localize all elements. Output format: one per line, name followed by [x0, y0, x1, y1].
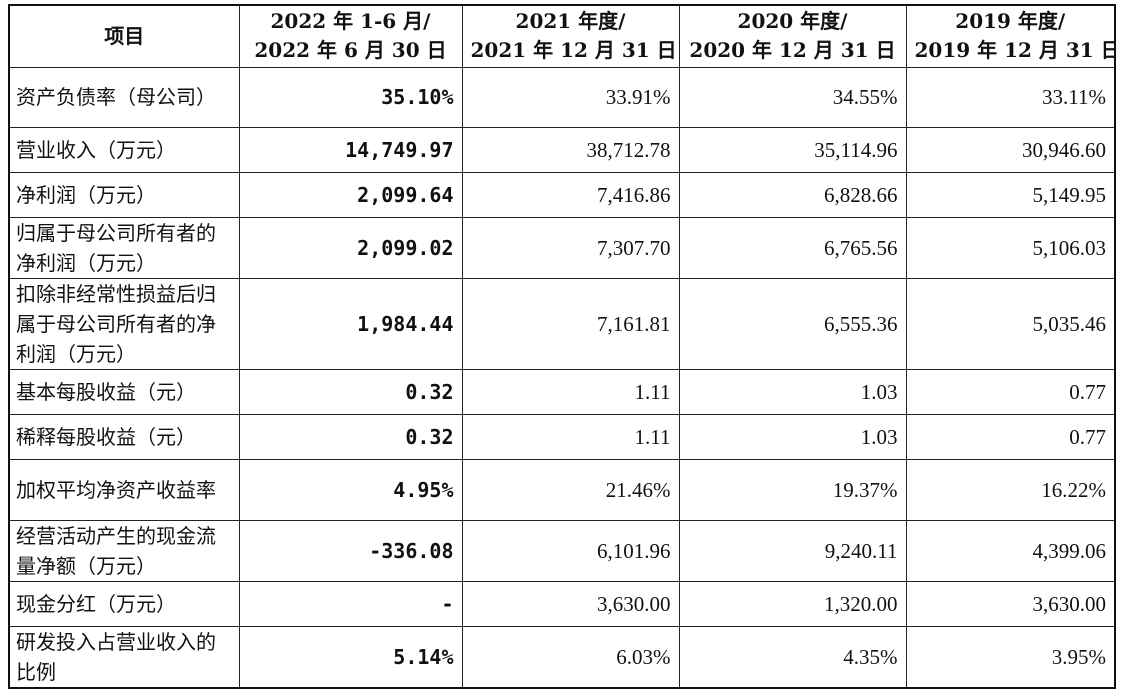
table-row: 资产负债率（母公司） 35.10% 33.91% 34.55% 33.11%	[8, 66, 1116, 128]
cell-2020: 35,114.96	[678, 126, 907, 173]
cell-2022-h1: -	[238, 580, 463, 627]
cell-2020: 34.55%	[678, 66, 907, 128]
cell-2019: 33.11%	[905, 66, 1116, 128]
table-row: 研发投入占营业收入的比例 5.14% 6.03% 4.35% 3.95%	[8, 625, 1116, 688]
cell-2022-h1: 0.32	[238, 368, 463, 415]
cell-2020: 9,240.11	[678, 519, 907, 582]
cell-2019: 30,946.60	[905, 126, 1116, 173]
cell-2019: 5,106.03	[905, 216, 1116, 279]
table-row: 净利润（万元） 2,099.64 7,416.86 6,828.66 5,149…	[8, 171, 1116, 218]
header-row: 项目 2022 年 1-6 月/ 2022 年 6 月 30 日 2021 年度…	[8, 4, 1116, 68]
cell-2020: 1,320.00	[678, 580, 907, 627]
cell-2021: 3,630.00	[461, 580, 680, 627]
cell-2019: 4,399.06	[905, 519, 1116, 582]
header-2020-line1: 2020 年度/	[737, 9, 848, 34]
cell-2022-h1: 0.32	[238, 413, 463, 460]
header-2019: 2019 年度/ 2019 年 12 月 31 日	[905, 4, 1116, 68]
row-label: 现金分红（万元）	[8, 580, 240, 627]
table-row: 现金分红（万元） - 3,630.00 1,320.00 3,630.00	[8, 580, 1116, 627]
table-row: 经营活动产生的现金流量净额（万元） -336.08 6,101.96 9,240…	[8, 519, 1116, 582]
cell-2019: 5,035.46	[905, 277, 1116, 370]
header-2021: 2021 年度/ 2021 年 12 月 31 日	[461, 4, 680, 68]
cell-2022-h1: 4.95%	[238, 458, 463, 521]
cell-2022-h1: 5.14%	[238, 625, 463, 688]
table-row: 营业收入（万元） 14,749.97 38,712.78 35,114.96 3…	[8, 126, 1116, 173]
header-2019-line2: 2019 年 12 月 31 日	[914, 38, 1115, 63]
table-row: 稀释每股收益（元） 0.32 1.11 1.03 0.77	[8, 413, 1116, 460]
header-2022-h1-line2: 2022 年 6 月 30 日	[254, 38, 447, 63]
row-label: 资产负债率（母公司）	[8, 66, 240, 128]
header-2022-h1-line1: 2022 年 1-6 月/	[270, 9, 431, 34]
row-label: 扣除非经常性损益后归属于母公司所有者的净利润（万元）	[8, 277, 240, 370]
cell-2019: 0.77	[905, 368, 1116, 415]
cell-2020: 4.35%	[678, 625, 907, 688]
header-2022-h1: 2022 年 1-6 月/ 2022 年 6 月 30 日	[238, 4, 463, 68]
cell-2021: 7,307.70	[461, 216, 680, 279]
row-label: 研发投入占营业收入的比例	[8, 625, 240, 688]
header-2019-line1: 2019 年度/	[955, 9, 1066, 34]
row-label: 归属于母公司所有者的净利润（万元）	[8, 216, 240, 279]
row-label: 稀释每股收益（元）	[8, 413, 240, 460]
cell-2020: 1.03	[678, 413, 907, 460]
cell-2021: 7,416.86	[461, 171, 680, 218]
header-2020: 2020 年度/ 2020 年 12 月 31 日	[678, 4, 907, 68]
table-row: 归属于母公司所有者的净利润（万元） 2,099.02 7,307.70 6,76…	[8, 216, 1116, 279]
row-label: 基本每股收益（元）	[8, 368, 240, 415]
cell-2021: 33.91%	[461, 66, 680, 128]
cell-2022-h1: 2,099.02	[238, 216, 463, 279]
cell-2022-h1: 14,749.97	[238, 126, 463, 173]
row-label: 净利润（万元）	[8, 171, 240, 218]
cell-2021: 1.11	[461, 368, 680, 415]
row-label: 营业收入（万元）	[8, 126, 240, 173]
financial-table-container: 项目 2022 年 1-6 月/ 2022 年 6 月 30 日 2021 年度…	[8, 4, 1116, 689]
table-row: 加权平均净资产收益率 4.95% 21.46% 19.37% 16.22%	[8, 458, 1116, 521]
cell-2022-h1: 1,984.44	[238, 277, 463, 370]
row-label: 经营活动产生的现金流量净额（万元）	[8, 519, 240, 582]
cell-2020: 6,765.56	[678, 216, 907, 279]
cell-2019: 5,149.95	[905, 171, 1116, 218]
cell-2020: 19.37%	[678, 458, 907, 521]
header-item-label: 项目	[104, 23, 145, 48]
cell-2021: 6,101.96	[461, 519, 680, 582]
cell-2020: 1.03	[678, 368, 907, 415]
cell-2021: 6.03%	[461, 625, 680, 688]
header-2021-line1: 2021 年度/	[515, 9, 626, 34]
cell-2019: 3,630.00	[905, 580, 1116, 627]
header-2021-line2: 2021 年 12 月 31 日	[470, 38, 677, 63]
header-item: 项目	[8, 4, 240, 68]
cell-2022-h1: 2,099.64	[238, 171, 463, 218]
header-2020-line2: 2020 年 12 月 31 日	[689, 38, 896, 63]
row-label: 加权平均净资产收益率	[8, 458, 240, 521]
cell-2021: 1.11	[461, 413, 680, 460]
cell-2019: 3.95%	[905, 625, 1116, 688]
cell-2022-h1: -336.08	[238, 519, 463, 582]
table-row: 扣除非经常性损益后归属于母公司所有者的净利润（万元） 1,984.44 7,16…	[8, 277, 1116, 370]
financial-indicators-table: 项目 2022 年 1-6 月/ 2022 年 6 月 30 日 2021 年度…	[8, 4, 1116, 689]
cell-2019: 16.22%	[905, 458, 1116, 521]
cell-2021: 38,712.78	[461, 126, 680, 173]
cell-2022-h1: 35.10%	[238, 66, 463, 128]
cell-2019: 0.77	[905, 413, 1116, 460]
table-row: 基本每股收益（元） 0.32 1.11 1.03 0.77	[8, 368, 1116, 415]
cell-2020: 6,555.36	[678, 277, 907, 370]
cell-2021: 21.46%	[461, 458, 680, 521]
cell-2020: 6,828.66	[678, 171, 907, 218]
cell-2021: 7,161.81	[461, 277, 680, 370]
